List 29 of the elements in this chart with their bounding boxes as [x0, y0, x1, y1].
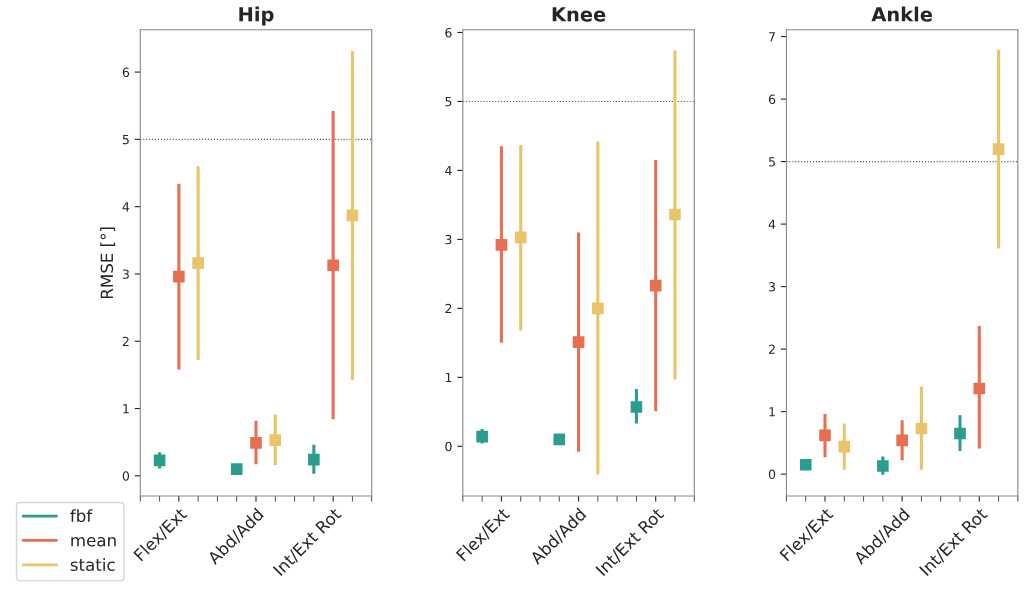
- y-tick-label: 7: [769, 32, 775, 42]
- legend-label: mean: [71, 536, 116, 547]
- y-tick-label: 1: [445, 372, 452, 383]
- y-tick-label: 0: [768, 469, 776, 480]
- y-tick-label: 4: [445, 166, 452, 176]
- y-tick-label: 0: [445, 441, 452, 452]
- chart-title: Hip: [239, 6, 274, 26]
- y-tick-label: 3: [769, 282, 776, 292]
- y-tick-label: 2: [445, 303, 452, 314]
- y-tick-label: 6: [122, 67, 130, 78]
- y-tick-label: 3: [122, 269, 129, 279]
- y-tick-label: 4: [768, 219, 776, 229]
- y-tick-label: 1: [769, 407, 775, 417]
- legend-label: static: [70, 558, 115, 572]
- y-tick-label: 3: [445, 234, 452, 245]
- chart-title: Ankle: [871, 6, 933, 22]
- legend-label: fbf: [70, 509, 93, 523]
- y-tick-label: 5: [122, 135, 129, 145]
- y-tick-label: 6: [445, 27, 452, 38]
- y-tick-label: 2: [122, 336, 129, 346]
- y-tick-label: 5: [769, 157, 775, 167]
- chart-title: Knee: [552, 7, 606, 22]
- y-tick-label: 1: [123, 404, 129, 414]
- y-tick-label: 0: [122, 471, 130, 481]
- y-tick-label: 2: [768, 344, 775, 354]
- y-tick-label: 6: [768, 94, 776, 105]
- y-tick-label: 5: [445, 97, 452, 107]
- y-tick-label: 4: [122, 202, 130, 212]
- y-axis-title: RMSE [°]: [100, 227, 116, 299]
